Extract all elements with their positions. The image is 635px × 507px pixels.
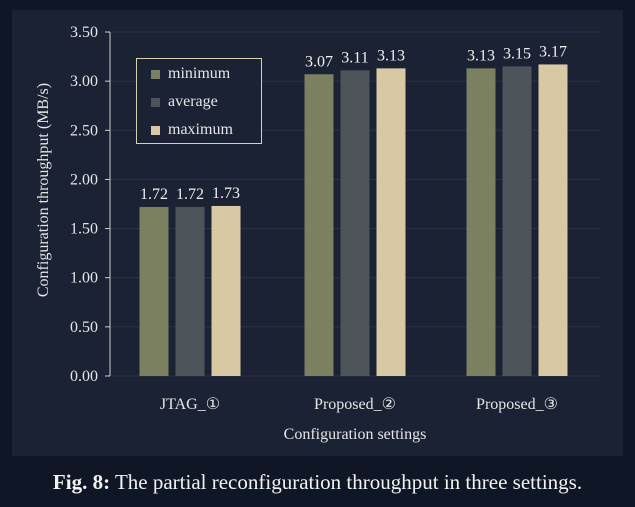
- data-label-maximum-0: 1.73: [212, 185, 240, 202]
- x-tick-label-0: JTAG_①: [160, 396, 220, 413]
- caption-text: The partial reconfiguration throughput i…: [114, 470, 583, 494]
- bar-average-2: [502, 66, 532, 377]
- y-tick-label-6: 3.00: [70, 73, 98, 90]
- data-labels: 1.72 1.72 1.73 3.07 3.11 3.13 3.13 3.15 3.17: [140, 43, 567, 203]
- legend-item-minimum: minimum: [151, 63, 230, 85]
- bar-minimum-2: [466, 68, 496, 376]
- y-tick-label-3: 1.50: [70, 221, 98, 238]
- legend-swatch-average: [151, 97, 160, 107]
- legend: minimum average maximum: [136, 58, 262, 144]
- bar-maximum-1: [376, 68, 406, 376]
- legend-item-average: average: [151, 91, 218, 113]
- y-tick-label-4: 2.00: [70, 171, 98, 188]
- data-label-minimum-0: 1.72: [140, 186, 168, 203]
- bar-chart: 0.00 0.50 1.00 1.50 2.00 2.50 3.00 3.50 JTAG_① Pr…: [35, 24, 600, 443]
- y-axis-label: Configuration throughput (MB/s): [35, 83, 52, 297]
- data-label-average-1: 3.11: [341, 49, 368, 66]
- x-tick-label-1: Proposed_②: [314, 396, 396, 413]
- bar-maximum-0: [211, 205, 241, 376]
- x-axis-label: Configuration settings: [284, 426, 427, 443]
- legend-swatch-minimum: [151, 69, 160, 79]
- data-label-maximum-2: 3.17: [539, 43, 567, 60]
- data-label-average-0: 1.72: [176, 186, 204, 203]
- legend-label-minimum: minimum: [168, 65, 231, 82]
- data-label-minimum-2: 3.13: [467, 47, 495, 64]
- bar-minimum-0: [139, 206, 169, 376]
- figure-caption: Fig. 8: The partial reconfiguration thro…: [0, 470, 635, 495]
- bar-average-1: [340, 70, 370, 377]
- figure-panel: 0.00 0.50 1.00 1.50 2.00 2.50 3.00 3.50 JTAG_① Pr…: [12, 10, 623, 456]
- axes: 0.00 0.50 1.00 1.50 2.00 2.50 3.00 3.50 JTAG_① Pr…: [70, 24, 558, 413]
- bar-maximum-2: [538, 64, 568, 377]
- data-label-average-2: 3.15: [503, 45, 531, 62]
- legend-swatch-maximum: [151, 125, 160, 135]
- bar-minimum-1: [304, 74, 334, 377]
- data-label-maximum-1: 3.13: [377, 47, 405, 64]
- y-tick-label-2: 1.00: [70, 270, 98, 287]
- bar-average-0: [175, 206, 205, 376]
- y-tick-label-1: 0.50: [70, 319, 98, 336]
- caption-label: Fig. 8:: [52, 470, 111, 494]
- legend-item-maximum: maximum: [151, 119, 233, 141]
- y-tick-label-5: 2.50: [70, 122, 98, 139]
- legend-label-maximum: maximum: [168, 121, 233, 138]
- x-tick-label-2: Proposed_③: [476, 396, 558, 413]
- legend-label-average: average: [168, 93, 218, 110]
- bars: [139, 64, 568, 377]
- y-tick-label-7: 3.50: [70, 24, 98, 41]
- data-label-minimum-1: 3.07: [305, 53, 333, 70]
- y-tick-label-0: 0.00: [70, 368, 98, 385]
